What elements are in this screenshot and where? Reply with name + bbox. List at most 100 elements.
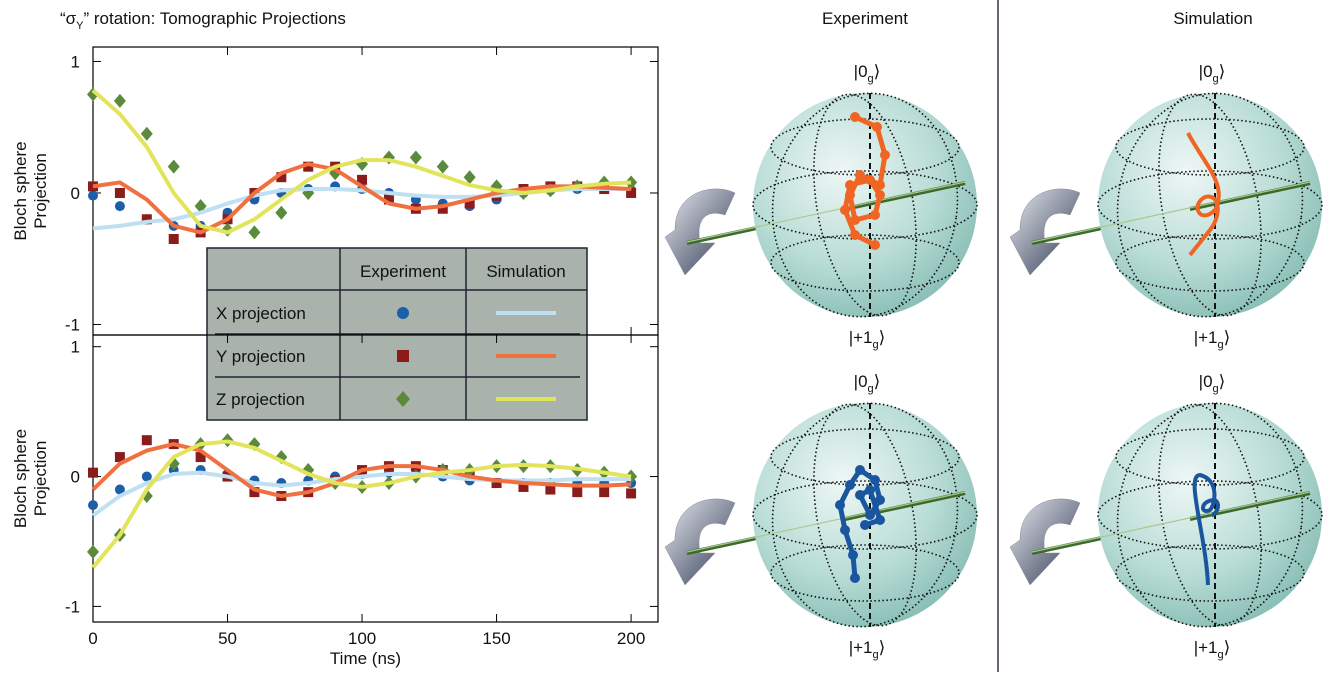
longitude (1116, 402, 1304, 628)
state-sub: g (873, 339, 879, 351)
trajectory-point (850, 573, 860, 583)
state-text: ⟩ (1219, 62, 1226, 81)
point (464, 198, 475, 209)
latitude (1115, 234, 1305, 292)
trajectory-point (875, 495, 885, 505)
trajectory (1192, 473, 1220, 586)
point (248, 225, 261, 240)
trajectory-point (855, 490, 865, 500)
state-label: |0g⟩ (854, 372, 881, 395)
trajectory-point (870, 210, 880, 220)
state-sub: g (1213, 383, 1219, 395)
y-tick-label: -1 (65, 597, 80, 616)
latitude (1115, 544, 1305, 602)
x-tick-label: 0 (88, 629, 97, 648)
y-tick-label: 1 (71, 52, 80, 71)
trajectory-point (865, 510, 875, 520)
state-text: ⟩ (874, 372, 881, 391)
point (436, 159, 449, 174)
rotation-axis-hi (1031, 181, 1311, 243)
state-text: |+1 (849, 328, 873, 347)
state-text: ⟩ (1219, 372, 1226, 391)
state-text: |0 (1199, 372, 1213, 391)
point (88, 190, 98, 201)
trajectory-point (845, 190, 855, 200)
y-axis-label: Bloch sphere (11, 429, 30, 528)
trajectory-point (855, 170, 865, 180)
state-label: |+1g⟩ (1194, 328, 1231, 351)
state-text: |0 (854, 372, 868, 391)
point (168, 234, 179, 244)
series-line (91, 439, 632, 569)
rotation-arrow (1009, 188, 1081, 276)
y-tick-label: 0 (71, 184, 80, 203)
rotation-axis-hi (686, 491, 966, 553)
state-text: |0 (1199, 62, 1213, 81)
state-label: |0g⟩ (1199, 372, 1226, 395)
point (114, 201, 125, 212)
legend-header: Experiment (360, 262, 446, 281)
state-label: |+1g⟩ (1194, 638, 1231, 661)
legend-label: X projection (216, 304, 306, 323)
column-title: Simulation (1173, 9, 1252, 28)
point (491, 478, 502, 489)
y-tick-label: 1 (71, 338, 80, 357)
point (141, 214, 152, 225)
state-text: |+1 (1194, 638, 1218, 657)
state-sub: g (868, 73, 874, 85)
bloch-sphere (1009, 92, 1323, 318)
trajectory-point (865, 175, 875, 185)
latitude (770, 544, 960, 602)
plot-frame (92, 334, 659, 623)
latitude (1115, 428, 1305, 486)
rotation-arrow (664, 188, 736, 276)
point (572, 487, 583, 498)
point (195, 452, 206, 463)
point (275, 205, 288, 220)
rotation-arrow (664, 498, 736, 586)
trajectory-point (845, 180, 855, 190)
x-tick-label: 200 (617, 629, 645, 648)
point (249, 487, 260, 498)
trajectory-point (870, 240, 880, 250)
rotation-axis (844, 491, 966, 521)
trajectory-point (850, 215, 860, 225)
point (114, 484, 125, 495)
state-text: ⟩ (1224, 328, 1231, 347)
trajectory-point (872, 122, 882, 132)
state-text: |0 (854, 62, 868, 81)
figure-title: “σY” rotation: Tomographic Projections (60, 9, 346, 32)
longitude (771, 92, 959, 318)
series-line (91, 470, 632, 518)
trajectory-point (855, 465, 865, 475)
point (276, 172, 287, 183)
legend-header: Simulation (486, 262, 565, 281)
state-label: |+1g⟩ (849, 638, 886, 661)
point (114, 452, 125, 463)
y-axis-label: Projection (31, 441, 50, 517)
rotation-arrow (1009, 498, 1081, 586)
latitude (770, 234, 960, 292)
trajectory (1186, 132, 1221, 257)
y-tick-label: 0 (71, 468, 80, 487)
state-label: |0g⟩ (1199, 62, 1226, 85)
point (88, 500, 98, 511)
x-tick-label: 100 (348, 629, 376, 648)
state-sub: g (873, 649, 879, 661)
point (545, 484, 556, 495)
trajectory-point (880, 150, 890, 160)
trajectory-point (850, 112, 860, 122)
trajectory-point (875, 515, 885, 525)
state-sub: g (1218, 339, 1224, 351)
point (140, 126, 153, 141)
legend-label: Y projection (216, 347, 305, 366)
trajectory-point (840, 205, 850, 215)
point (167, 159, 180, 174)
rotation-axis (1189, 491, 1311, 521)
point (518, 481, 529, 492)
legend: Experiment Simulation X projection Y projec… (206, 247, 588, 421)
point (357, 174, 368, 185)
point (626, 187, 637, 198)
point (88, 467, 98, 478)
